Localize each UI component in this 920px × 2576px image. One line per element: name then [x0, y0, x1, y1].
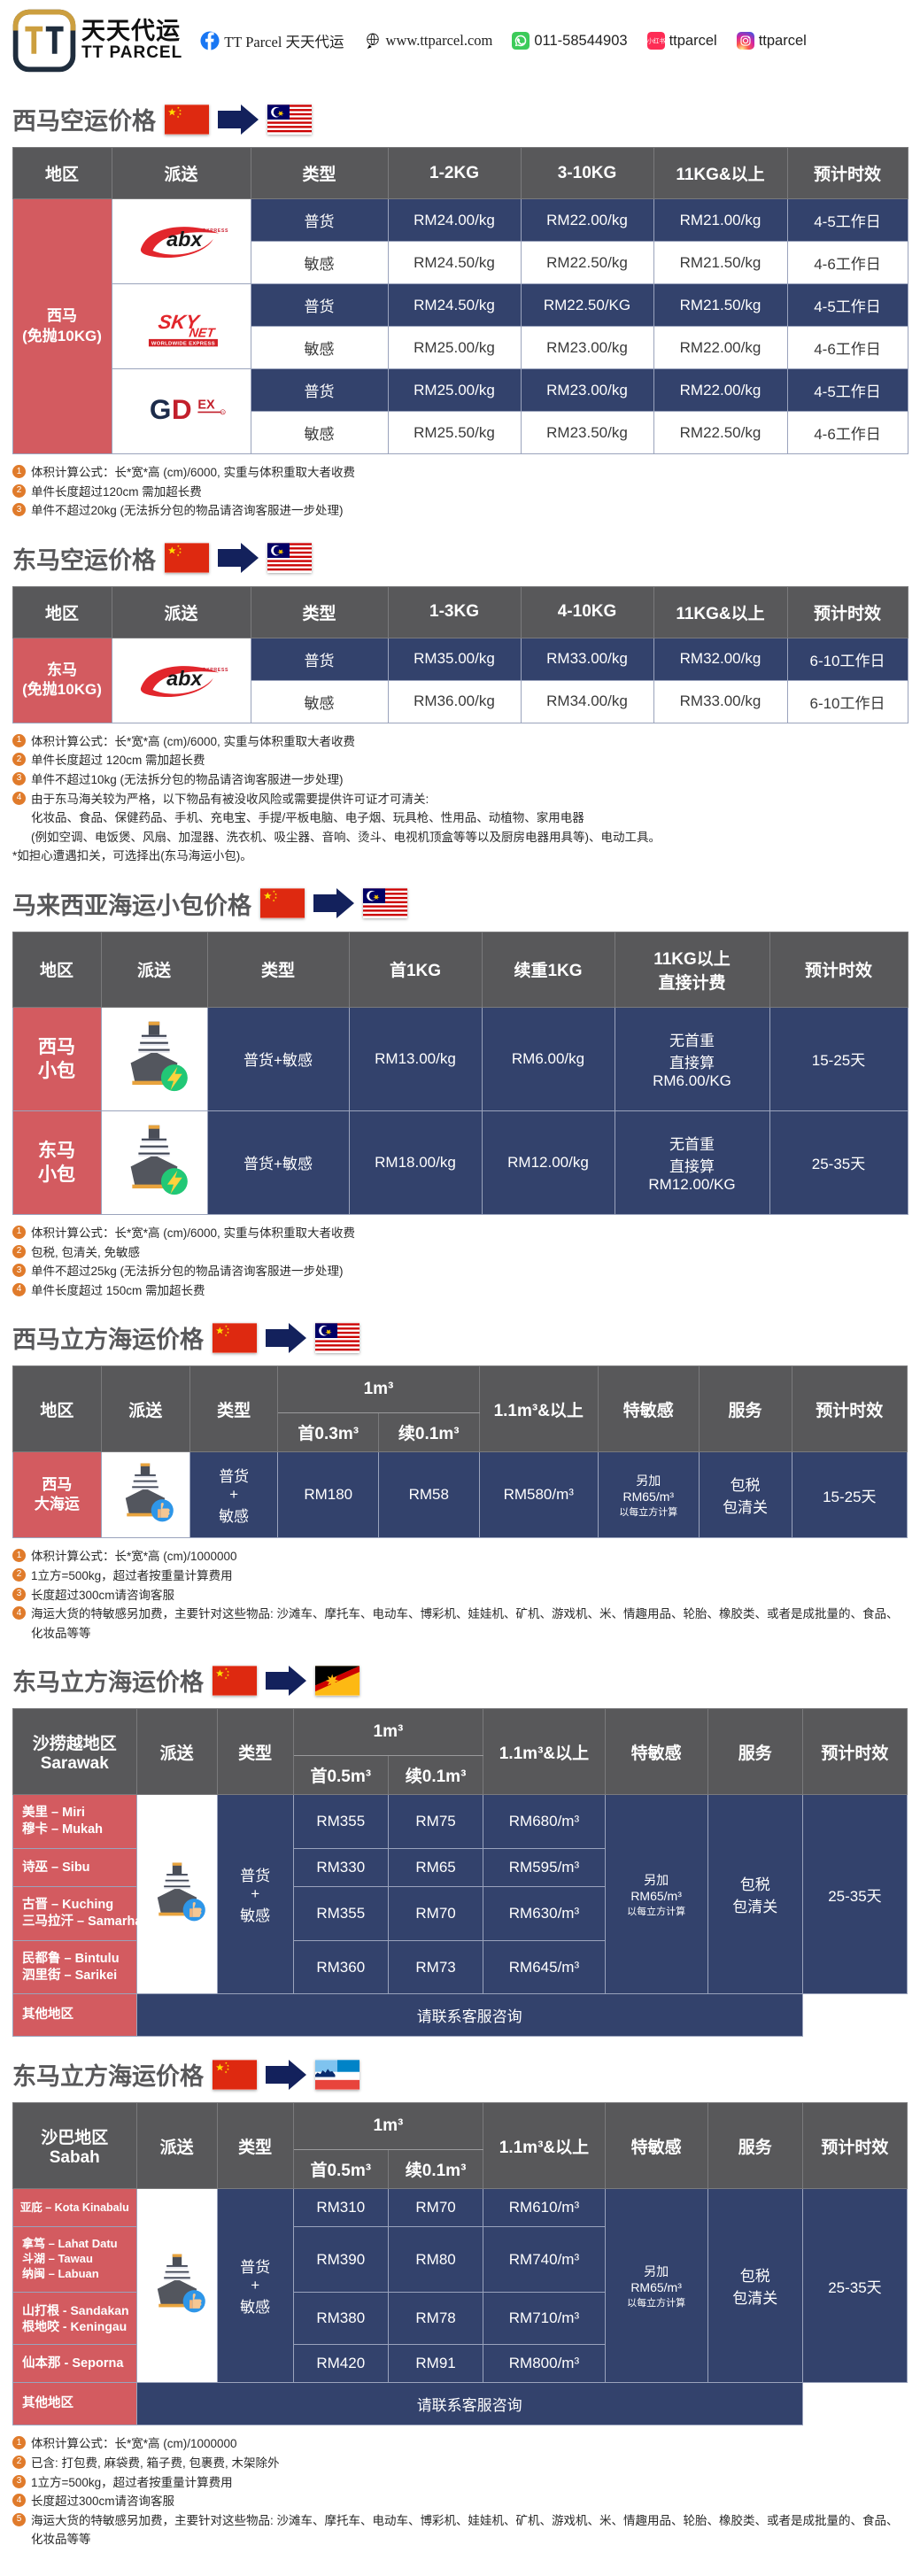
svg-text:G: G: [149, 393, 171, 425]
svg-text:R: R: [221, 411, 224, 414]
svg-text:abx: abx: [166, 667, 203, 690]
svg-text:EXPRESS: EXPRESS: [203, 668, 228, 673]
svg-text:NET: NET: [188, 326, 216, 340]
svg-text:EXPRESS: EXPRESS: [203, 228, 228, 234]
svg-text:EX: EX: [197, 398, 215, 412]
svg-text:abx: abx: [166, 228, 203, 251]
svg-text:D: D: [171, 393, 191, 425]
svg-text:WORLDWIDE EXPRESS: WORLDWIDE EXPRESS: [151, 341, 214, 346]
